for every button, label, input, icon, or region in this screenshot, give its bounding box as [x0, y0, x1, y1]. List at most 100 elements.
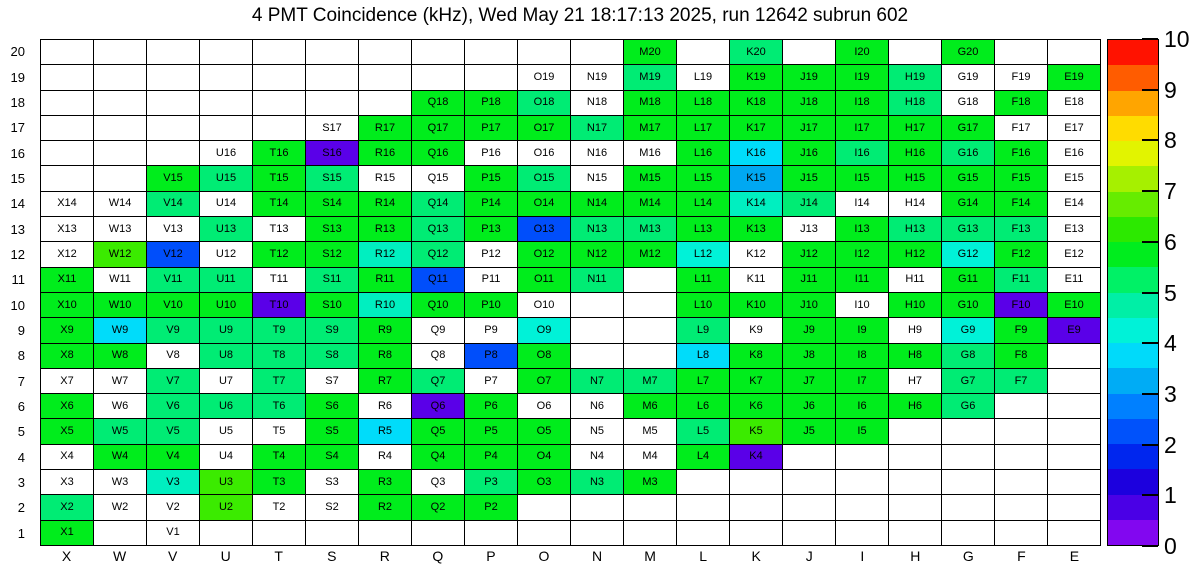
grid-cell	[1048, 419, 1100, 444]
grid-cell: K18	[730, 90, 782, 115]
grid-cell: L7	[677, 368, 729, 394]
grid-cell	[412, 40, 464, 65]
grid-cell	[41, 166, 93, 191]
grid-cell: S7	[306, 368, 358, 394]
grid-cell: I8	[836, 343, 888, 368]
grid-cell: X3	[41, 470, 93, 495]
grid-cell	[942, 495, 994, 520]
y-axis-label: 7	[17, 373, 25, 389]
colorbar-band	[1108, 216, 1158, 242]
grid-cell: R6	[359, 394, 411, 419]
grid-cell: T16	[253, 141, 305, 166]
grid-cell	[995, 444, 1047, 470]
grid-cell: L13	[677, 217, 729, 242]
y-axis-label: 5	[17, 424, 25, 440]
colorbar-tick-label: 6	[1164, 228, 1177, 255]
grid-cell: P12	[465, 242, 517, 267]
grid-cell	[1048, 470, 1100, 495]
grid-cell: F12	[995, 242, 1047, 267]
grid-cell: G8	[942, 343, 994, 368]
grid-cell	[359, 40, 411, 65]
grid-cell	[995, 419, 1047, 444]
grid-cell: I11	[836, 267, 888, 292]
grid-cell: O4	[518, 444, 570, 470]
y-axis-label: 14	[10, 196, 25, 212]
grid-cell: S16	[306, 141, 358, 166]
grid-cell: J11	[783, 267, 835, 292]
grid-cell: H7	[889, 368, 941, 394]
grid-cell: H15	[889, 166, 941, 191]
colorbar-tick	[1142, 291, 1158, 294]
colorbar-band	[1108, 343, 1158, 369]
grid-cell	[200, 90, 252, 115]
grid-cell: X6	[41, 394, 93, 419]
grid-cell: P16	[465, 141, 517, 166]
grid-cell: U16	[200, 141, 252, 166]
grid-cell	[677, 470, 729, 495]
grid-cell: M7	[624, 368, 676, 394]
grid-cell	[889, 444, 941, 470]
grid-cell: Q18	[412, 90, 464, 115]
grid-cell: O8	[518, 343, 570, 368]
grid-cell: I7	[836, 368, 888, 394]
grid-cell: R15	[359, 166, 411, 191]
x-axis-label: I	[860, 548, 865, 564]
grid-cell: G19	[942, 65, 994, 90]
grid-cell	[677, 495, 729, 520]
grid-cell: S14	[306, 191, 358, 217]
colorbar-tick-label: 1	[1164, 482, 1177, 509]
grid-cell: V10	[147, 292, 199, 318]
grid-cell: M13	[624, 217, 676, 242]
grid-cell: U15	[200, 166, 252, 191]
grid-cell: L5	[677, 419, 729, 444]
grid-cell: H14	[889, 191, 941, 217]
colorbar-tick	[1142, 392, 1158, 395]
grid-cell	[147, 115, 199, 141]
grid-cell: W13	[94, 217, 146, 242]
grid-cell: K20	[730, 40, 782, 65]
grid-cell: H18	[889, 90, 941, 115]
grid-cell: F8	[995, 343, 1047, 368]
x-axis-label: J	[805, 548, 813, 564]
grid-cell: M14	[624, 191, 676, 217]
grid-cell: U10	[200, 292, 252, 318]
grid-cell: O11	[518, 267, 570, 292]
grid-cell	[412, 520, 464, 545]
grid-cell	[783, 40, 835, 65]
colorbar-band	[1108, 141, 1158, 167]
grid-cell: U3	[200, 470, 252, 495]
grid-cell	[783, 520, 835, 545]
grid-cell: X7	[41, 368, 93, 394]
colorbar-tick	[1142, 190, 1158, 193]
grid-cell	[94, 520, 146, 545]
grid-cell: F16	[995, 141, 1047, 166]
grid-cell: S8	[306, 343, 358, 368]
grid-cell	[1048, 40, 1100, 65]
x-axis-label: H	[910, 548, 921, 564]
grid-cell: F17	[995, 115, 1047, 141]
grid-cell: E17	[1048, 115, 1100, 141]
grid-cell	[94, 166, 146, 191]
grid-cell: J18	[783, 90, 835, 115]
grid-cell: F19	[995, 65, 1047, 90]
grid-cell: K14	[730, 191, 782, 217]
grid-cell	[200, 520, 252, 545]
grid-cell: E13	[1048, 217, 1100, 242]
grid-cell: R9	[359, 318, 411, 343]
grid-cell: H11	[889, 267, 941, 292]
grid-cell	[995, 520, 1047, 545]
grid-cell: H9	[889, 318, 941, 343]
grid-cell: G9	[942, 318, 994, 343]
grid-cell: G16	[942, 141, 994, 166]
colorbar-band	[1108, 368, 1158, 394]
grid-cell: V5	[147, 419, 199, 444]
grid-cell: T15	[253, 166, 305, 191]
grid-cell: R14	[359, 191, 411, 217]
grid-cell: H6	[889, 394, 941, 419]
y-axis-labels: 20 19 18 17 16 15 14 13 12 11 10 9 8 7 6 5 4 3 2 1	[0, 39, 33, 546]
grid-cell: N13	[571, 217, 623, 242]
grid-cell: X14	[41, 191, 93, 217]
grid-cell	[677, 40, 729, 65]
grid-cell: N5	[571, 419, 623, 444]
